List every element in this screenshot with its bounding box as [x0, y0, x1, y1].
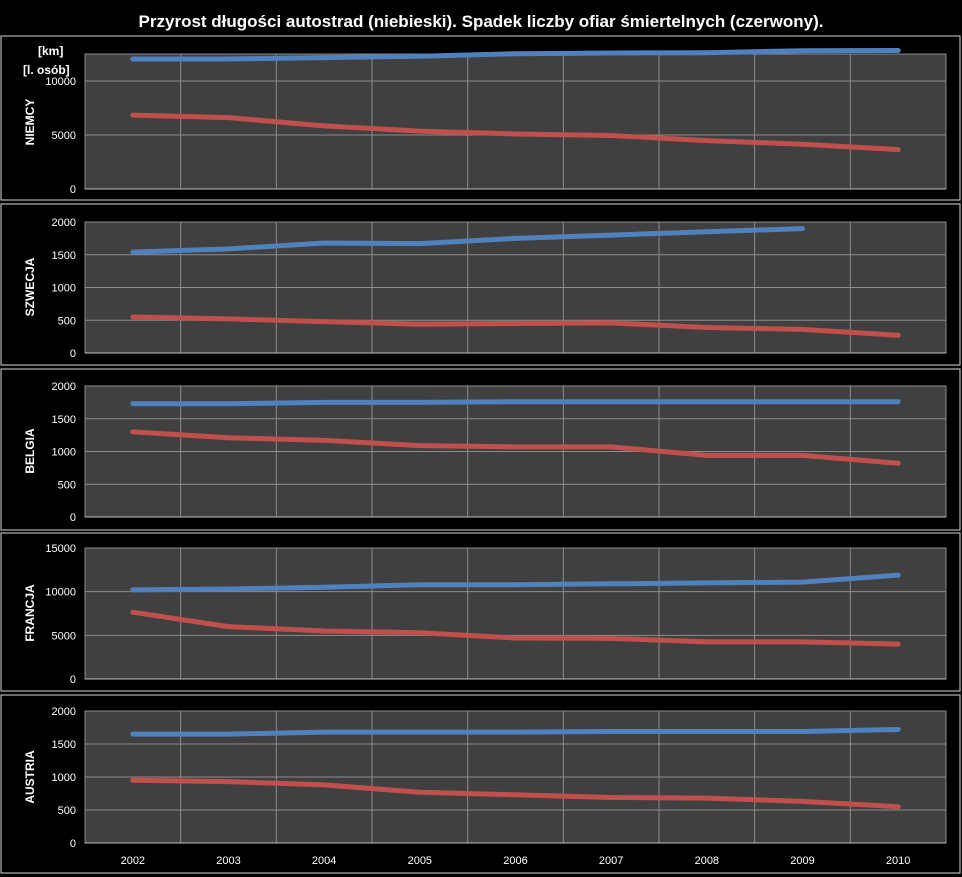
series-line-belgia-blue — [130, 399, 901, 407]
panel-frame-niemcy — [0, 35, 961, 201]
x-tick-label: 2002 — [121, 855, 145, 867]
y-tick-label: 0 — [70, 512, 76, 524]
series-line-austria-blue — [130, 727, 901, 737]
units-label-persons: [l. osób] — [23, 63, 70, 77]
y-tick-label: 2000 — [52, 217, 76, 229]
x-tick-label: 2007 — [599, 855, 623, 867]
series-line-francja-red — [130, 609, 901, 647]
y-tick-label: 5000 — [52, 130, 76, 142]
x-tick-label: 2009 — [790, 855, 814, 867]
y-tick-label: 10000 — [45, 76, 76, 88]
y-tick-label: 0 — [70, 674, 76, 686]
y-tick-label: 2000 — [52, 381, 76, 393]
y-tick-label: 0 — [70, 184, 76, 196]
series-line-austria-red — [130, 777, 901, 810]
panel-label-austria: AUSTRIA — [23, 750, 37, 804]
y-tick-label: 10000 — [45, 587, 76, 599]
y-tick-label: 0 — [70, 348, 76, 360]
y-tick-label: 500 — [58, 479, 76, 491]
series-line-francja-blue — [130, 572, 901, 593]
y-tick-label: 1500 — [52, 414, 76, 426]
panel-label-belgia: BELGIA — [23, 428, 37, 474]
y-tick-label: 1000 — [52, 283, 76, 295]
x-tick-label: 2004 — [312, 855, 336, 867]
x-tick-label: 2010 — [886, 855, 910, 867]
y-tick-label: 1000 — [52, 772, 76, 784]
series-line-belgia-red — [130, 429, 901, 466]
units-label-km: [km] — [38, 44, 64, 58]
series-line-niemcy-red — [130, 112, 901, 153]
x-tick-label: 2003 — [216, 855, 240, 867]
plot-area-francja — [84, 547, 947, 680]
plot-area-niemcy — [84, 53, 947, 190]
series-line-szwecja-blue — [130, 226, 805, 255]
y-tick-label: 500 — [58, 805, 76, 817]
x-tick-label: 2008 — [695, 855, 719, 867]
panel-frame-francja — [0, 532, 961, 692]
y-tick-label: 5000 — [52, 630, 76, 642]
series-line-szwecja-red — [130, 314, 901, 338]
y-tick-label: 2000 — [52, 706, 76, 718]
y-tick-label: 500 — [58, 315, 76, 327]
y-tick-label: 1500 — [52, 739, 76, 751]
y-tick-label: 1500 — [52, 250, 76, 262]
panel-frame-szwecja — [0, 203, 961, 366]
panel-frame-austria — [0, 694, 961, 874]
panel-label-francja: FRANCJA — [23, 584, 37, 642]
y-tick-label: 1000 — [52, 447, 76, 459]
chart-title: Przyrost długości autostrad (niebieski).… — [138, 12, 824, 31]
x-tick-label: 2006 — [503, 855, 527, 867]
series-line-niemcy-blue — [130, 48, 901, 62]
panel-frame-belgia — [0, 368, 961, 531]
x-tick-label: 2005 — [408, 855, 432, 867]
panel-label-niemcy: NIEMCY — [23, 99, 37, 146]
panel-label-szwecja: SZWECJA — [23, 257, 37, 316]
y-tick-label: 15000 — [45, 543, 76, 555]
y-tick-label: 0 — [70, 838, 76, 850]
